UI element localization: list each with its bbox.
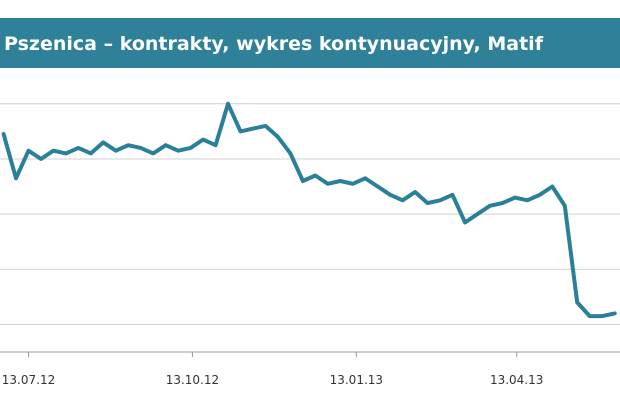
chart-title: Pszenica – kontrakty, wykres kontynuacyj… (4, 33, 544, 55)
x-tick-label: 13.10.12 (166, 373, 219, 387)
x-tick-label: 13.04.13 (490, 373, 543, 387)
x-tick-label: 13.01.13 (330, 373, 383, 387)
data-line (1, 101, 617, 319)
title-bar (0, 18, 620, 68)
x-tick-label: 13.07.12 (2, 373, 55, 387)
